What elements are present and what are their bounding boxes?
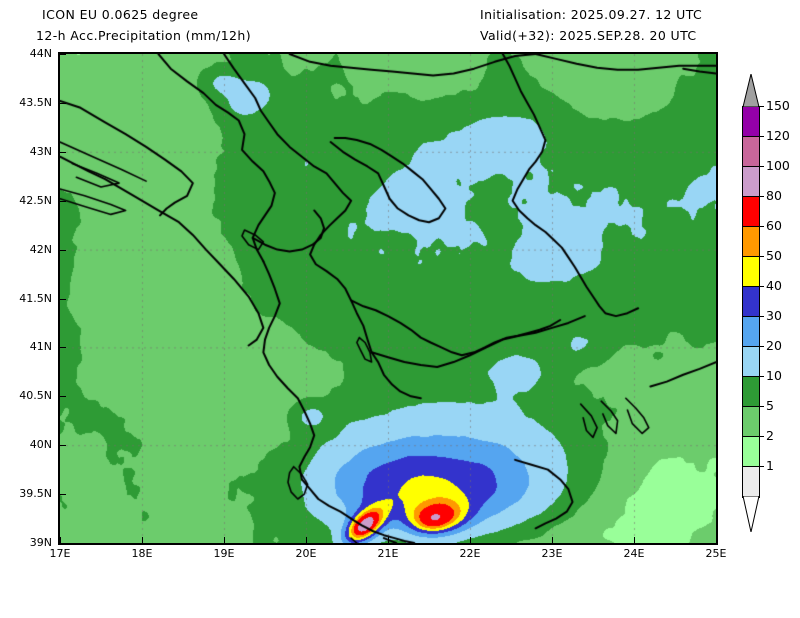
colorbar-swatch: [743, 197, 759, 227]
lat-tick-mark: [60, 151, 66, 153]
lat-tick-mark: [60, 347, 66, 349]
lon-tick-label: 17E: [49, 547, 71, 560]
colorbar-tick-label: 100: [766, 158, 790, 173]
colorbar-tick-mark: [758, 106, 764, 107]
lon-tick-mark: [388, 537, 389, 543]
precipitation-raster: [60, 54, 716, 543]
lon-tick-label: 25E: [705, 547, 727, 560]
lon-tick-mark: [634, 537, 635, 543]
colorbar-tick-mark: [758, 376, 764, 377]
lat-tick-label: 44N: [29, 47, 52, 60]
colorbar-tick-label: 50: [766, 248, 782, 263]
colorbar-tick-mark: [758, 136, 764, 137]
colorbar-swatch: [743, 137, 759, 167]
colorbar-tick-label: 150: [766, 98, 790, 113]
header-valid-time: Valid(+32): 2025.SEP.28. 20 UTC: [480, 28, 697, 43]
colorbar-swatch: [743, 407, 759, 437]
colorbar-swatch: [743, 227, 759, 257]
lat-tick-label: 43.5N: [19, 95, 52, 109]
colorbar-tick-label: 1: [766, 458, 774, 473]
lat-tick-label: 43N: [29, 144, 52, 158]
lat-tick-mark: [60, 200, 66, 202]
colorbar-swatch: [743, 377, 759, 407]
lon-tick-mark: [552, 537, 553, 543]
lon-tick-mark: [142, 537, 143, 543]
lon-tick-label: 23E: [541, 547, 563, 560]
lon-tick-label: 21E: [377, 547, 399, 560]
colorbar-tick-mark: [758, 466, 764, 467]
lat-tick-mark: [60, 249, 66, 251]
colorbar-tick-label: 5: [766, 398, 774, 413]
colorbar-swatch: [743, 317, 759, 347]
colorbar-tick-label: 60: [766, 218, 782, 233]
colorbar-tick-mark: [758, 436, 764, 437]
colorbar-swatch: [743, 167, 759, 197]
header-field-name: 12-h Acc.Precipitation (mm/12h): [36, 28, 252, 43]
lon-tick-mark: [470, 537, 471, 543]
lon-tick-mark: [716, 537, 717, 543]
colorbar-tick-mark: [758, 166, 764, 167]
colorbar-tick-label: 40: [766, 278, 782, 293]
colorbar-swatch: [743, 467, 759, 497]
header-model-name: ICON EU 0.0625 degree: [42, 7, 199, 22]
colorbar-tick-mark: [758, 196, 764, 197]
lat-tick-mark: [60, 396, 66, 398]
colorbar-swatch: [743, 257, 759, 287]
lat-tick-mark: [60, 298, 66, 300]
header-initialisation-time: Initialisation: 2025.09.27. 12 UTC: [480, 7, 703, 22]
lon-tick-mark: [306, 537, 307, 543]
lon-tick-mark: [60, 537, 61, 543]
lat-tick-label: 42N: [29, 242, 52, 256]
colorbar-tick-label: 2: [766, 428, 774, 443]
lat-tick-label: 40N: [29, 438, 52, 452]
colorbar-tick-mark: [758, 406, 764, 407]
colorbar-tick-mark: [758, 286, 764, 287]
precipitation-colorbar: [742, 106, 760, 498]
lon-tick-label: 19E: [213, 547, 235, 560]
lat-tick-mark: [60, 445, 66, 447]
lat-tick-label: 42.5N: [19, 193, 52, 207]
lat-tick-label: 39N: [29, 536, 52, 549]
colorbar-tick-mark: [758, 316, 764, 317]
colorbar-tick-mark: [758, 226, 764, 227]
lat-tick-label: 41N: [29, 340, 52, 354]
colorbar-tick-label: 80: [766, 188, 782, 203]
colorbar-tick-label: 10: [766, 368, 782, 383]
lat-tick-label: 41.5N: [19, 291, 52, 305]
colorbar-tick-mark: [758, 256, 764, 257]
lat-tick-mark: [60, 102, 66, 104]
colorbar-over-arrow: [742, 74, 760, 107]
precipitation-map: [58, 52, 718, 545]
lon-tick-label: 18E: [131, 547, 153, 560]
lat-tick-mark: [60, 543, 66, 544]
lat-tick-label: 40.5N: [19, 389, 52, 403]
colorbar-tick-label: 30: [766, 308, 782, 323]
colorbar-swatch: [743, 107, 759, 137]
colorbar-swatch: [743, 287, 759, 317]
colorbar-swatch: [743, 437, 759, 467]
lat-tick-mark: [60, 54, 66, 55]
colorbar-tick-label: 120: [766, 128, 790, 143]
colorbar-tick-label: 20: [766, 338, 782, 353]
colorbar-tick-mark: [758, 346, 764, 347]
lon-tick-mark: [224, 537, 225, 543]
lat-tick-mark: [60, 494, 66, 496]
colorbar-under-arrow: [742, 496, 760, 532]
colorbar-swatch: [743, 347, 759, 377]
lon-tick-label: 24E: [623, 547, 645, 560]
lon-tick-label: 20E: [295, 547, 317, 560]
lat-tick-label: 39.5N: [19, 487, 52, 501]
lon-tick-label: 22E: [459, 547, 481, 560]
